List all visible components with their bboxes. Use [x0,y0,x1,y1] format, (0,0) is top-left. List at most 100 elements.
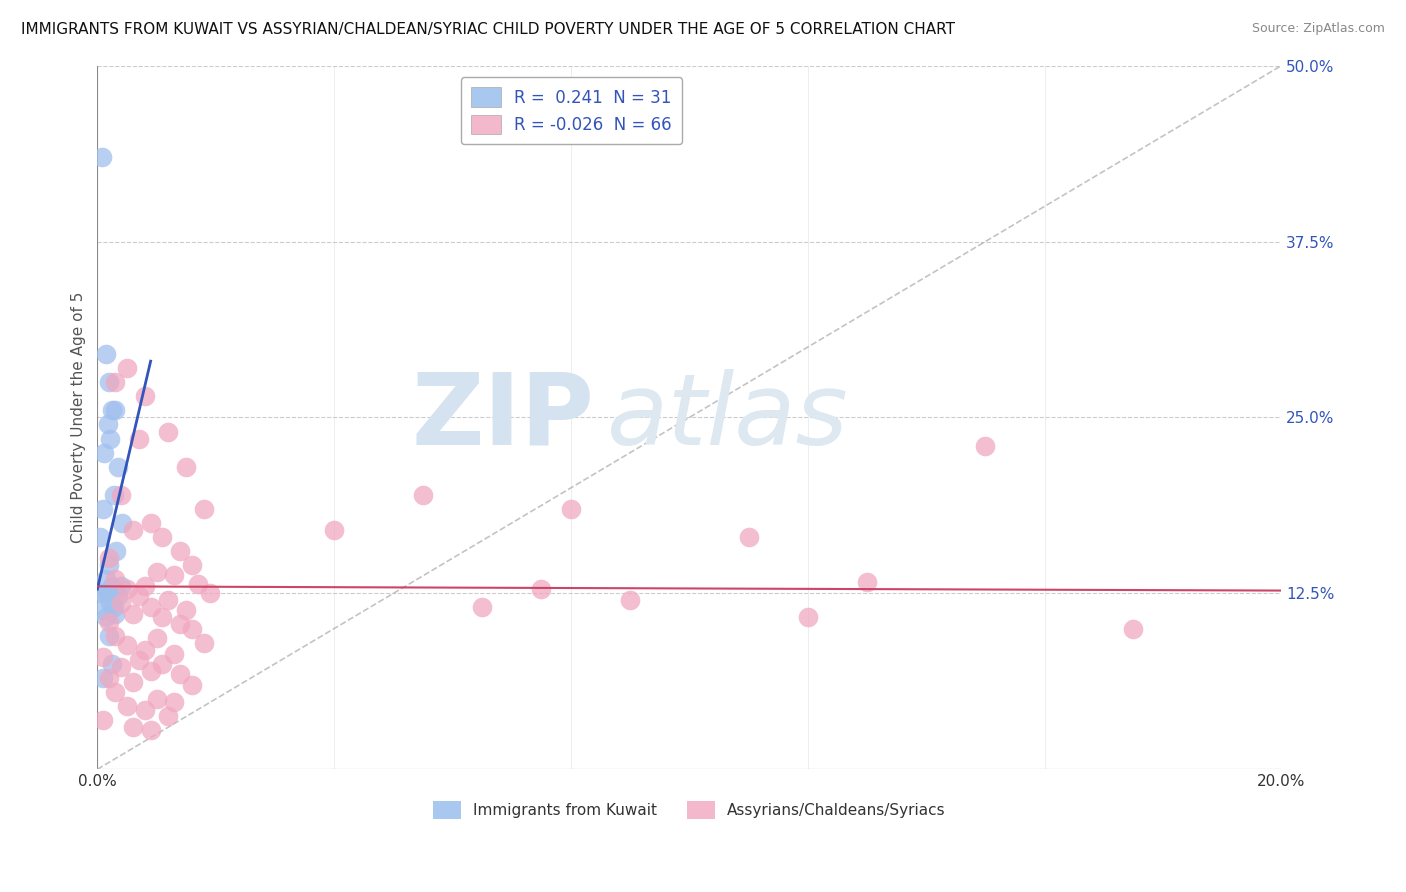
Point [974,439,997,453]
Point [100,596,122,610]
Point [104,685,127,699]
Point [104,582,127,596]
Point [737,530,759,544]
Point [145,566,167,580]
Point [98,558,121,573]
Point [797,610,820,624]
Point [181,622,204,636]
Point [122,523,145,537]
Point [530,582,553,596]
Point [134,642,156,657]
Point [174,459,197,474]
Point [139,723,162,737]
Point [98,551,121,566]
Point [93,445,115,459]
Y-axis label: Child Poverty Under the Age of 5: Child Poverty Under the Age of 5 [72,292,86,543]
Point [560,502,582,516]
Point [152,530,174,544]
Point [97,586,120,600]
Point [115,639,138,653]
Point [122,720,145,734]
Point [157,425,180,439]
Point [122,675,145,690]
Point [152,657,174,671]
Legend: Immigrants from Kuwait, Assyrians/Chaldeans/Syriacs: Immigrants from Kuwait, Assyrians/Chalde… [427,795,952,825]
Point [111,516,134,530]
Point [152,610,174,624]
Point [101,403,124,417]
Point [856,575,879,590]
Point [110,659,132,673]
Point [169,617,191,632]
Point [107,459,129,474]
Point [103,600,125,615]
Point [91,713,114,727]
Point [110,596,132,610]
Point [91,649,114,664]
Point [101,579,124,593]
Point [91,150,114,164]
Point [169,666,191,681]
Point [98,615,121,629]
Point [128,589,150,603]
Point [104,572,127,586]
Point [139,516,162,530]
Point [104,403,127,417]
Point [105,544,128,558]
Point [115,361,138,376]
Point [139,600,162,615]
Point [181,678,204,692]
Point [163,568,186,582]
Point [145,632,167,646]
Point [193,635,215,649]
Point [103,488,125,502]
Point [163,647,186,661]
Point [96,572,118,586]
Point [89,530,111,544]
Point [107,589,129,603]
Point [110,579,132,593]
Point [198,586,221,600]
Point [181,558,204,573]
Point [98,671,121,685]
Point [471,600,494,615]
Point [110,488,132,502]
Point [104,607,127,622]
Point [91,671,114,685]
Point [98,376,121,390]
Point [128,432,150,446]
Text: IMMIGRANTS FROM KUWAIT VS ASSYRIAN/CHALDEAN/SYRIAC CHILD POVERTY UNDER THE AGE O: IMMIGRANTS FROM KUWAIT VS ASSYRIAN/CHALD… [21,22,955,37]
Point [412,488,434,502]
Text: ZIP: ZIP [412,369,595,466]
Point [115,698,138,713]
Point [96,347,118,361]
Point [169,544,191,558]
Point [115,582,138,596]
Point [134,579,156,593]
Text: atlas: atlas [606,369,848,466]
Point [163,695,186,709]
Point [97,417,120,432]
Point [91,586,114,600]
Point [104,376,127,390]
Point [104,629,127,643]
Point [134,389,156,403]
Point [139,664,162,678]
Text: Source: ZipAtlas.com: Source: ZipAtlas.com [1251,22,1385,36]
Point [187,576,209,591]
Point [93,586,115,600]
Point [98,629,121,643]
Point [122,607,145,622]
Point [96,610,118,624]
Point [91,502,114,516]
Point [157,593,180,607]
Point [100,432,122,446]
Point [101,657,124,671]
Point [157,708,180,723]
Point [128,652,150,666]
Point [91,603,114,617]
Point [323,523,346,537]
Point [174,603,197,617]
Point [145,692,167,706]
Point [619,593,641,607]
